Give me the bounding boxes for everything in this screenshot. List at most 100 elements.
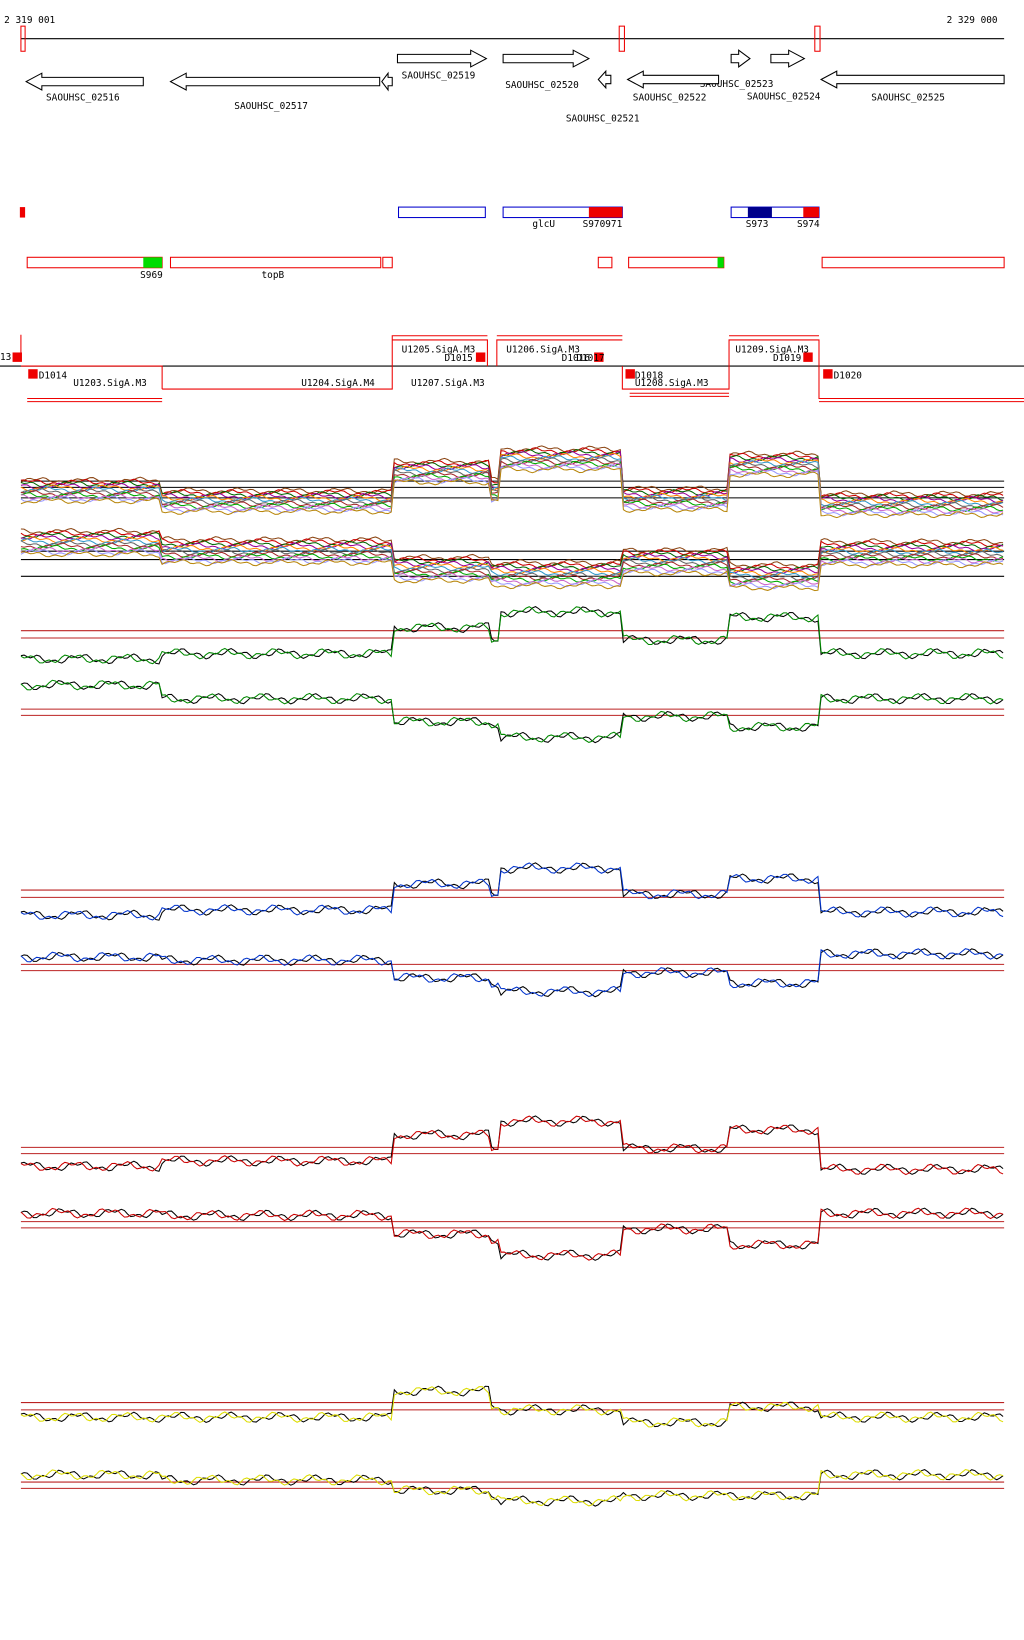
trace (20, 532, 1004, 573)
feature-label: topB (261, 270, 284, 281)
ruler-end: 2 329 000 (947, 15, 998, 26)
trace (20, 546, 1004, 588)
transcript-label: D1020 (834, 371, 863, 382)
trace (20, 606, 1004, 665)
transcript-label: U1209.SigA.M3 (735, 344, 809, 355)
transcript-label: D1017 (576, 353, 604, 364)
transcript-end (803, 352, 813, 362)
feature (19, 207, 26, 218)
transcript-label: U1206.SigA.M3 (506, 344, 580, 355)
gene-label: SAOUHSC_02525 (871, 92, 945, 103)
genes: SAOUHSC_02516 SAOUHSC_02517 SAOUHSC_0251… (25, 49, 1005, 124)
feature-label: S973 (746, 219, 769, 230)
trace (20, 450, 1004, 504)
expression-tracks (20, 445, 1005, 1507)
transcript-label: U1205.SigA.M3 (402, 344, 476, 355)
trace (20, 679, 1004, 743)
transcript-end (594, 352, 604, 362)
trace (20, 544, 1004, 586)
gene-arrow (597, 69, 612, 90)
feature (717, 257, 724, 268)
gene-arrow (770, 49, 806, 68)
gene-label: SAOUHSC_02517 (234, 101, 308, 112)
feature (397, 206, 486, 219)
feature (169, 256, 382, 269)
trace (20, 460, 1004, 513)
gene-label: SAOUHSC_02521 (566, 113, 640, 124)
trace (20, 1469, 1004, 1507)
feature (588, 207, 623, 218)
transcript-end (475, 352, 486, 362)
ruler: 2 319 001 2 329 000 (4, 15, 1005, 52)
marker (20, 25, 26, 52)
gene-label: SAOUHSC_02520 (505, 80, 579, 91)
trace (20, 456, 1004, 509)
trace (20, 1386, 1004, 1428)
trace (20, 464, 1004, 517)
feature (597, 256, 613, 269)
trace (20, 454, 1004, 507)
transcript-label: D1014 (39, 371, 68, 382)
gene-arrow (502, 49, 590, 68)
gene-arrow (396, 49, 488, 68)
transcript-label: D1015 (445, 353, 473, 364)
gene-arrow (381, 71, 393, 92)
feature-label: S969 (140, 270, 163, 281)
feature (143, 257, 163, 268)
feature (803, 207, 819, 218)
transcript-label: D1016 (562, 353, 591, 364)
trace (20, 606, 1004, 665)
feature (628, 256, 725, 269)
gene-arrow (169, 72, 381, 91)
gene-label: SAOUHSC_02524 (747, 91, 821, 102)
trace (20, 448, 1004, 502)
trace (20, 462, 1004, 515)
feature-label: S974 (797, 219, 820, 230)
gene-arrow (730, 49, 751, 68)
gene-arrow (626, 70, 720, 89)
transcript-lines (20, 334, 1024, 403)
transcript-label: D1018 (635, 371, 664, 382)
transcript-label: D1019 (773, 353, 802, 364)
trace (20, 1385, 1004, 1428)
gene-label: SAOUHSC_02519 (402, 70, 476, 81)
gene-label: SAOUHSC_02523 (700, 79, 774, 90)
gene-arrow (819, 70, 1005, 89)
feature (26, 256, 163, 269)
marker (618, 25, 625, 52)
feature-label: glcU (532, 219, 555, 230)
transcript-label: U1203.SigA.M3 (73, 378, 147, 389)
gene-label: SAOUHSC_02522 (633, 92, 707, 103)
trace (20, 948, 1004, 998)
feature (382, 256, 393, 269)
transcript-label: U1208.SigA.M3 (635, 378, 709, 389)
ruler-start: 2 319 001 (4, 15, 55, 26)
gene-arrow (25, 72, 144, 91)
trace (20, 536, 1004, 577)
transcript-end (12, 352, 22, 362)
trace (20, 445, 1004, 498)
transcript-label: U1207.SigA.M3 (411, 378, 485, 389)
trace (20, 1115, 1004, 1176)
trace (20, 466, 1004, 519)
transcript-label: 13 (0, 352, 11, 363)
trace (20, 1115, 1004, 1175)
transcript-end (823, 369, 833, 379)
gene-label: SAOUHSC_02516 (46, 92, 120, 103)
transcript-end (625, 369, 635, 379)
trace (20, 527, 1004, 569)
trace (20, 534, 1004, 574)
features: glcU S970971 S973 S974 S969 topB (19, 206, 1005, 281)
feature-label: S970971 (583, 219, 623, 230)
marker (814, 25, 821, 52)
trace (20, 680, 1004, 744)
transcript-label: U1204.SigA.M4 (301, 378, 375, 389)
transcript-end (28, 369, 38, 379)
trace (20, 1207, 1004, 1261)
trace (20, 540, 1004, 581)
trace (20, 551, 1004, 592)
trace (20, 862, 1004, 921)
trace (20, 452, 1004, 506)
